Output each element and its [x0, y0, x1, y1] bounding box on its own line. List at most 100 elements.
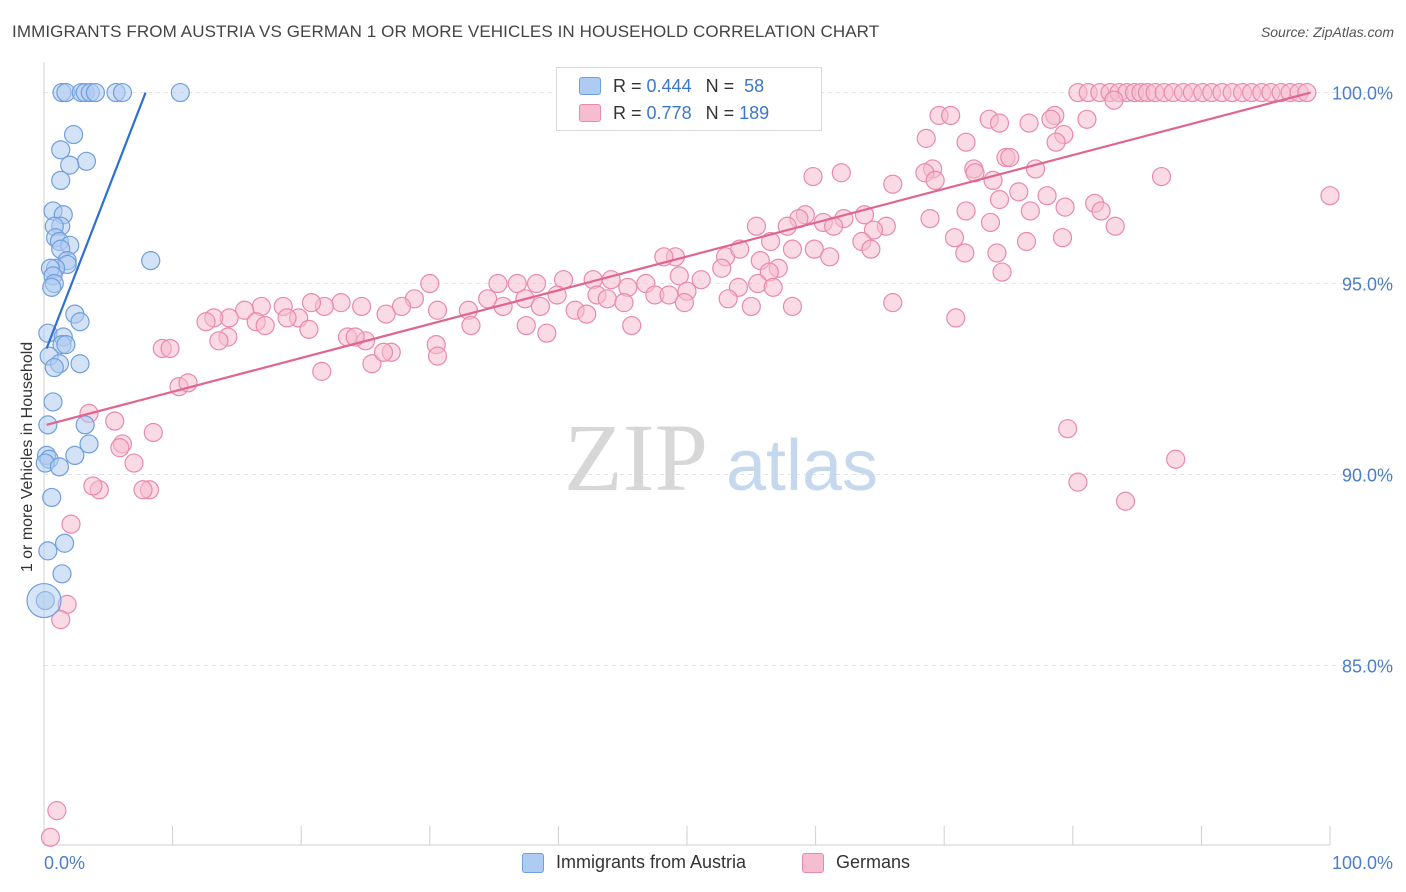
point-germans — [1046, 132, 1066, 152]
legend-n-value: 58 — [744, 75, 765, 96]
point-germans — [946, 308, 966, 328]
legend-row-austria: R = 0.444 N = 58 — [579, 74, 764, 98]
point-germans — [301, 293, 322, 313]
point-austria — [75, 415, 95, 435]
point-germans — [712, 258, 732, 278]
point-germans — [299, 319, 319, 339]
point-austria — [79, 434, 99, 454]
point-germans — [1000, 147, 1020, 168]
gridlines — [44, 92, 1392, 666]
point-germans — [488, 273, 508, 294]
y-axis-label: 1 or more Vehicles in Household — [19, 341, 36, 573]
point-austria — [26, 582, 62, 619]
legend-row-germans: R = 0.778 N = 189 — [579, 101, 769, 125]
point-germans — [659, 285, 679, 305]
point-germans — [110, 438, 130, 458]
point-germans — [1052, 228, 1073, 248]
point-germans — [804, 239, 824, 259]
point-germans — [577, 304, 597, 324]
point-germans — [1320, 186, 1340, 206]
y-tick-label: 85.0% — [1342, 656, 1393, 676]
point-austria — [51, 170, 71, 191]
point-germans — [956, 132, 976, 152]
point-germans — [1041, 109, 1061, 129]
point-germans — [376, 304, 396, 324]
point-germans — [124, 453, 144, 473]
point-germans — [1016, 231, 1037, 252]
point-germans — [956, 201, 976, 221]
point-germans — [427, 346, 448, 366]
point-germans — [516, 315, 536, 336]
point-austria — [70, 312, 90, 332]
point-austria — [85, 82, 106, 103]
point-germans — [861, 239, 881, 259]
point-germans — [883, 174, 903, 194]
point-germans — [373, 342, 394, 362]
legend-r-label: R = — [613, 102, 642, 123]
legend-n-label: N = — [705, 102, 735, 123]
point-austria — [44, 357, 64, 378]
point-germans — [669, 266, 689, 286]
point-germans — [614, 293, 634, 313]
point-germans — [820, 247, 840, 267]
point-germans — [352, 296, 372, 317]
point-germans — [803, 166, 823, 187]
x-tick-label: 0.0% — [44, 853, 85, 873]
legend-item-germans: Germans — [802, 852, 910, 873]
point-germans — [1151, 166, 1172, 187]
point-germans — [980, 212, 1001, 233]
y-tick-label: 100.0% — [1332, 84, 1393, 104]
point-germans — [61, 514, 81, 534]
point-austria — [141, 251, 161, 271]
point-austria — [63, 124, 84, 145]
chart-title: IMMIGRANTS FROM AUSTRIA VS GERMAN 1 OR M… — [12, 22, 880, 41]
point-germans — [1077, 109, 1097, 129]
point-austria — [70, 354, 90, 374]
point-austria — [54, 533, 75, 553]
point-germans — [1009, 182, 1029, 202]
point-germans — [691, 270, 711, 290]
point-germans — [987, 243, 1007, 263]
point-germans — [863, 220, 884, 240]
point-germans — [526, 273, 547, 294]
legend-r-value: 0.444 — [646, 75, 692, 96]
legend-label-austria: Immigrants from Austria — [556, 852, 747, 872]
watermark-atlas: atlas — [726, 426, 878, 506]
point-austria — [170, 82, 190, 103]
point-germans — [530, 296, 550, 317]
point-germans — [537, 323, 557, 343]
point-germans — [916, 128, 936, 148]
point-germans — [925, 170, 945, 191]
point-germans — [83, 476, 103, 496]
legend-r-label: R = — [613, 75, 642, 96]
point-germans — [40, 827, 61, 847]
point-austria — [112, 82, 133, 103]
point-germans — [1058, 419, 1078, 439]
point-germans — [1166, 449, 1186, 469]
legend-label-germans: Germans — [836, 852, 911, 872]
point-germans — [160, 338, 180, 359]
point-austria — [43, 392, 63, 412]
point-germans — [1055, 197, 1075, 217]
point-germans — [941, 105, 961, 126]
point-austria — [65, 445, 85, 466]
point-germans — [143, 422, 163, 443]
y-tick-label: 90.0% — [1342, 466, 1393, 486]
point-germans — [255, 315, 275, 336]
legend-swatch-pink — [802, 852, 824, 873]
point-germans — [989, 189, 1010, 210]
point-germans — [1104, 90, 1124, 110]
point-germans — [601, 270, 621, 290]
point-germans — [133, 480, 153, 500]
legend-swatch-pink — [579, 104, 601, 122]
point-germans — [622, 315, 642, 336]
point-germans — [883, 293, 903, 313]
point-austria — [42, 487, 62, 508]
point-germans — [461, 315, 481, 336]
point-germans — [741, 296, 761, 317]
point-germans — [277, 308, 297, 328]
point-austria — [60, 155, 80, 175]
point-germans — [944, 228, 965, 248]
point-germans — [362, 354, 382, 374]
point-germans — [989, 113, 1010, 133]
